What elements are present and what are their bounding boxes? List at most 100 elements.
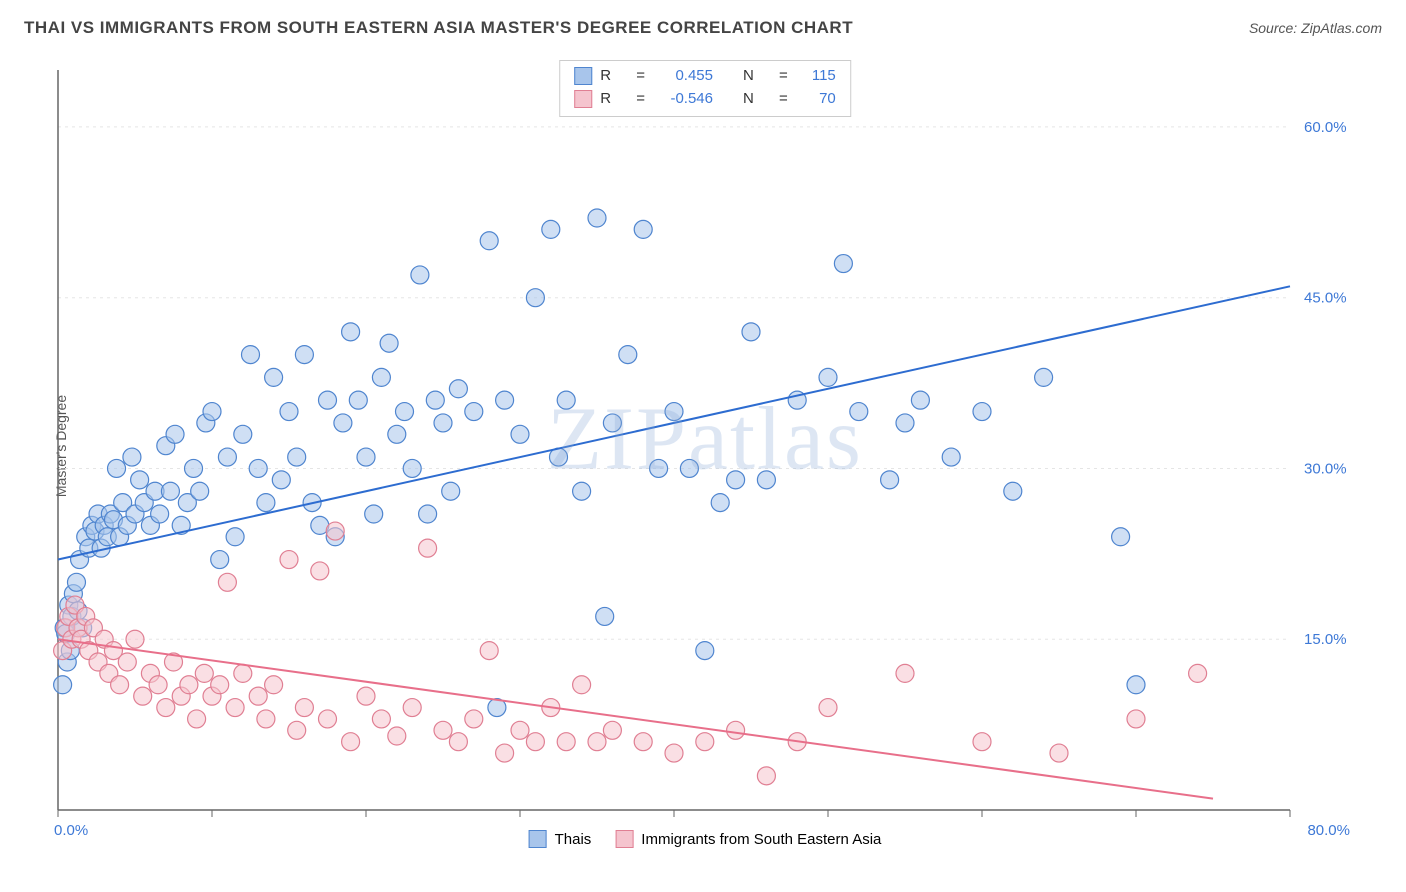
data-point (280, 403, 298, 421)
data-point (696, 642, 714, 660)
data-point (108, 459, 126, 477)
data-point (257, 710, 275, 728)
data-point (696, 733, 714, 751)
data-point (249, 459, 267, 477)
data-point (434, 721, 452, 739)
stat-n-value: 115 (796, 65, 836, 88)
data-point (326, 522, 344, 540)
data-point (557, 733, 575, 751)
data-point (265, 368, 283, 386)
data-point (226, 528, 244, 546)
data-point (188, 710, 206, 728)
data-point (881, 471, 899, 489)
data-point (850, 403, 868, 421)
data-point (149, 676, 167, 694)
data-point (295, 346, 313, 364)
data-point (442, 482, 460, 500)
data-point (1127, 710, 1145, 728)
stat-n-value: 70 (796, 88, 836, 111)
data-point (357, 448, 375, 466)
data-point (67, 573, 85, 591)
data-point (1035, 368, 1053, 386)
data-point (396, 403, 414, 421)
svg-text:80.0%: 80.0% (1307, 822, 1350, 839)
data-point (157, 699, 175, 717)
stat-n-label: N (743, 65, 771, 88)
data-point (573, 676, 591, 694)
data-point (211, 551, 229, 569)
data-point (203, 403, 221, 421)
data-point (542, 220, 560, 238)
data-point (603, 721, 621, 739)
svg-text:15.0%: 15.0% (1304, 631, 1347, 648)
data-point (727, 471, 745, 489)
svg-text:0.0%: 0.0% (54, 822, 88, 839)
data-point (218, 448, 236, 466)
data-point (819, 368, 837, 386)
equals-sign: = (636, 88, 645, 111)
data-point (1127, 676, 1145, 694)
data-point (511, 425, 529, 443)
data-point (342, 733, 360, 751)
stat-r-label: R (600, 65, 628, 88)
data-point (557, 391, 575, 409)
data-point (265, 676, 283, 694)
equals-sign: = (779, 65, 788, 88)
data-point (54, 676, 72, 694)
data-point (757, 767, 775, 785)
data-point (319, 391, 337, 409)
data-point (388, 425, 406, 443)
data-point (272, 471, 290, 489)
data-point (911, 391, 929, 409)
data-point (288, 448, 306, 466)
data-point (603, 414, 621, 432)
data-point (118, 653, 136, 671)
data-point (742, 323, 760, 341)
data-point (588, 733, 606, 751)
data-point (588, 209, 606, 227)
data-point (496, 744, 514, 762)
data-point (126, 630, 144, 648)
data-point (280, 551, 298, 569)
legend-swatch (615, 830, 633, 848)
data-point (573, 482, 591, 500)
scatter-chart: 15.0%30.0%45.0%60.0%0.0%80.0% (50, 60, 1360, 850)
data-point (665, 403, 683, 421)
stats-legend-box: R=0.455N=115R=-0.546N=70 (559, 60, 851, 117)
data-point (380, 334, 398, 352)
data-point (480, 642, 498, 660)
data-point (650, 459, 668, 477)
data-point (419, 505, 437, 523)
data-point (526, 733, 544, 751)
legend-item: Thais (529, 830, 592, 848)
data-point (973, 733, 991, 751)
data-point (234, 664, 252, 682)
data-point (1112, 528, 1130, 546)
data-point (511, 721, 529, 739)
data-point (465, 710, 483, 728)
chart-title: THAI VS IMMIGRANTS FROM SOUTH EASTERN AS… (24, 18, 853, 38)
data-point (465, 403, 483, 421)
trend-line (58, 286, 1290, 559)
source-label: Source: ZipAtlas.com (1249, 20, 1382, 36)
data-point (619, 346, 637, 364)
data-point (449, 380, 467, 398)
data-point (419, 539, 437, 557)
data-point (403, 459, 421, 477)
legend-swatch (574, 90, 592, 108)
data-point (819, 699, 837, 717)
data-point (896, 664, 914, 682)
stat-r-value: -0.546 (653, 88, 713, 111)
stat-r-value: 0.455 (653, 65, 713, 88)
data-point (496, 391, 514, 409)
data-point (711, 494, 729, 512)
data-point (161, 482, 179, 500)
data-point (634, 220, 652, 238)
data-point (191, 482, 209, 500)
data-point (319, 710, 337, 728)
data-point (249, 687, 267, 705)
stat-row: R=-0.546N=70 (574, 88, 836, 111)
data-point (123, 448, 141, 466)
data-point (131, 471, 149, 489)
data-point (596, 607, 614, 625)
